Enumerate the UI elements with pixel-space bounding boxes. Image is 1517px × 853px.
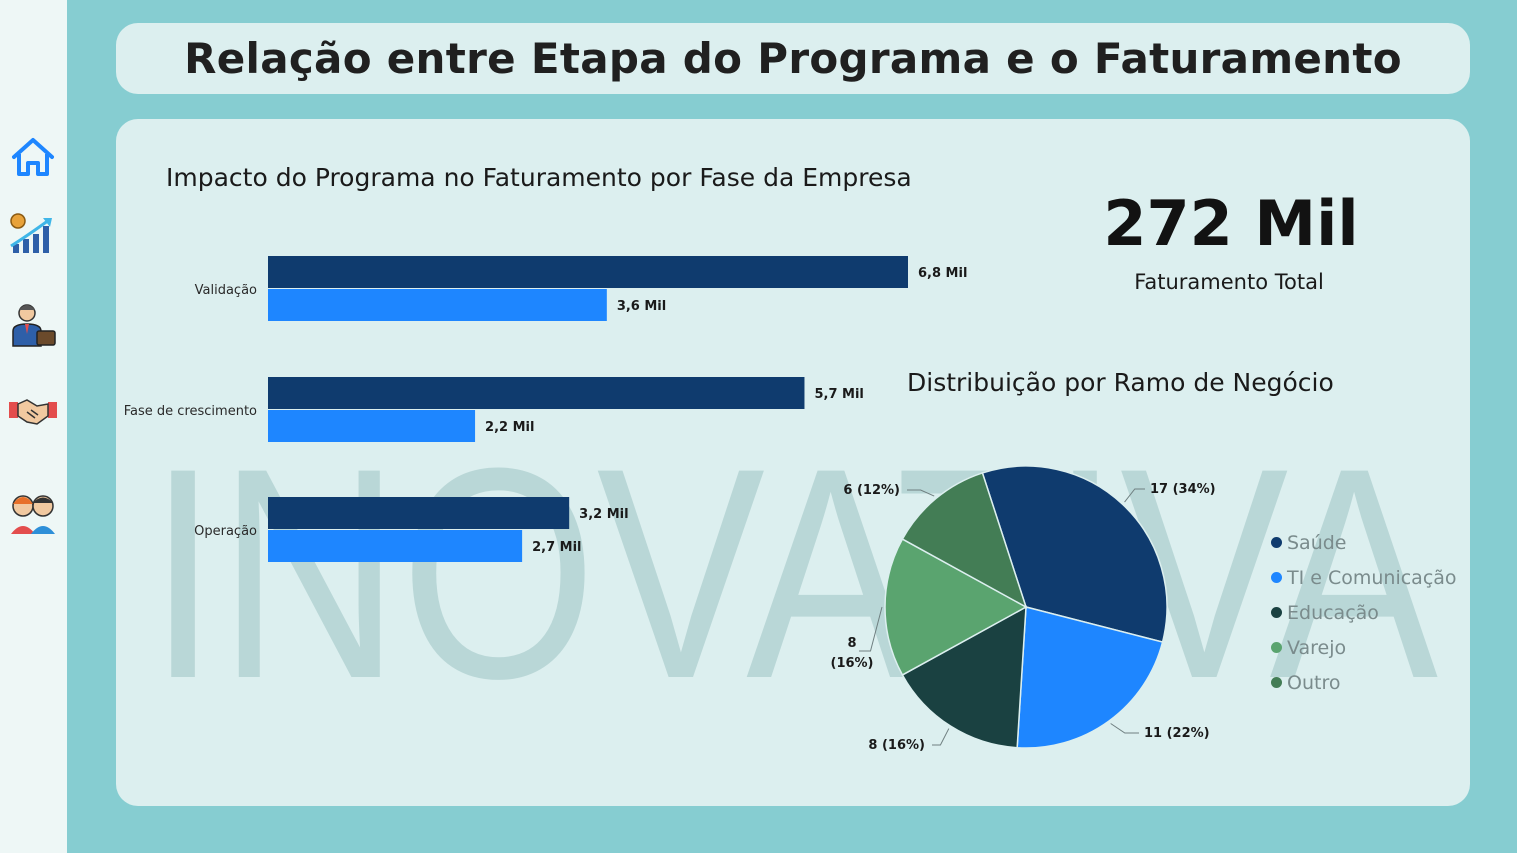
legend-label: Outro bbox=[1287, 671, 1341, 694]
pie-chart: 17 (34%) 11 (22%) 8 (16%) 8 (16%) 6 (12%) bbox=[831, 465, 1216, 753]
bar-chart: Validação 6,8 Mil 3,6 Mil Fase de crescimen… bbox=[124, 256, 967, 562]
bar[interactable] bbox=[268, 289, 607, 321]
legend-item[interactable]: TI e Comunicação bbox=[1271, 560, 1457, 595]
legend-swatch bbox=[1271, 642, 1282, 653]
pie-data-label: 17 (34%) bbox=[1150, 482, 1216, 497]
pie-leader-line bbox=[907, 489, 935, 497]
pie-slice[interactable] bbox=[981, 465, 1168, 643]
legend-swatch bbox=[1271, 607, 1282, 618]
pie-legend: Saúde TI e Comunicação Educação Varejo Outro bbox=[1271, 525, 1457, 700]
title-card: Relação entre Etapa do Programa e o Fatu… bbox=[116, 23, 1470, 94]
bar-chart-title: Impacto do Programa no Faturamento por F… bbox=[166, 163, 912, 192]
pie-leader-line bbox=[932, 728, 950, 746]
watermark-text: INOVATIVA bbox=[148, 405, 1439, 741]
bar-data-label: 3,6 Mil bbox=[617, 299, 666, 314]
pie-leader-line bbox=[1124, 488, 1145, 503]
legend-swatch bbox=[1271, 537, 1282, 548]
pie-data-label: 6 (12%) bbox=[843, 483, 900, 498]
legend-swatch bbox=[1271, 572, 1282, 583]
legend-label: Saúde bbox=[1287, 531, 1347, 554]
bar[interactable] bbox=[268, 497, 570, 529]
pie-data-label: 8 (16%) bbox=[868, 738, 925, 753]
pie-slice[interactable] bbox=[901, 471, 1028, 609]
handshake-icon[interactable] bbox=[7, 388, 59, 436]
pie-slice[interactable] bbox=[884, 538, 1028, 676]
pie-chart-title: Distribuição por Ramo de Negócio bbox=[907, 368, 1334, 397]
bar[interactable] bbox=[268, 256, 908, 288]
legend-swatch bbox=[1271, 677, 1282, 688]
legend-item[interactable]: Varejo bbox=[1271, 630, 1457, 665]
pie-slice[interactable] bbox=[1016, 606, 1164, 749]
pie-data-label: 8 (16%) bbox=[831, 636, 874, 671]
bar-data-label: 6,8 Mil bbox=[918, 266, 967, 281]
bar-data-label: 2,7 Mil bbox=[532, 540, 581, 555]
bar-data-label: 3,2 Mil bbox=[579, 507, 628, 522]
sidebar bbox=[0, 0, 67, 853]
watermark: INOVATIVA bbox=[148, 405, 1439, 741]
growth-chart-icon[interactable] bbox=[7, 210, 59, 258]
pie-data-label: 11 (22%) bbox=[1144, 726, 1210, 741]
pie-leader-line bbox=[1110, 723, 1139, 734]
legend-label: Varejo bbox=[1287, 636, 1347, 659]
bar[interactable] bbox=[268, 377, 805, 409]
legend-item[interactable]: Saúde bbox=[1271, 525, 1457, 560]
legend-label: TI e Comunicação bbox=[1287, 566, 1457, 589]
pie-leader-line bbox=[859, 606, 883, 652]
bar-category-label: Operação bbox=[194, 524, 257, 539]
bar[interactable] bbox=[268, 530, 523, 562]
bar-data-label: 5,7 Mil bbox=[814, 387, 863, 402]
businessman-icon[interactable] bbox=[7, 300, 59, 348]
legend-item[interactable]: Outro bbox=[1271, 665, 1457, 700]
kpi-value: 272 Mil bbox=[1103, 187, 1359, 260]
page-title: Relação entre Etapa do Programa e o Fatu… bbox=[184, 34, 1402, 83]
legend-item[interactable]: Educação bbox=[1271, 595, 1457, 630]
bar-category-label: Fase de crescimento bbox=[124, 404, 257, 419]
main-card: INOVATIVA Impacto do Programa no Faturam… bbox=[116, 119, 1470, 806]
home-icon[interactable] bbox=[7, 133, 59, 181]
team-icon[interactable] bbox=[7, 488, 59, 536]
bar-category-label: Validação bbox=[195, 283, 257, 298]
bar[interactable] bbox=[268, 410, 476, 442]
legend-label: Educação bbox=[1287, 601, 1379, 624]
kpi-label: Faturamento Total bbox=[1134, 270, 1324, 294]
pie-slice[interactable] bbox=[901, 605, 1027, 749]
bar-data-label: 2,2 Mil bbox=[485, 420, 534, 435]
